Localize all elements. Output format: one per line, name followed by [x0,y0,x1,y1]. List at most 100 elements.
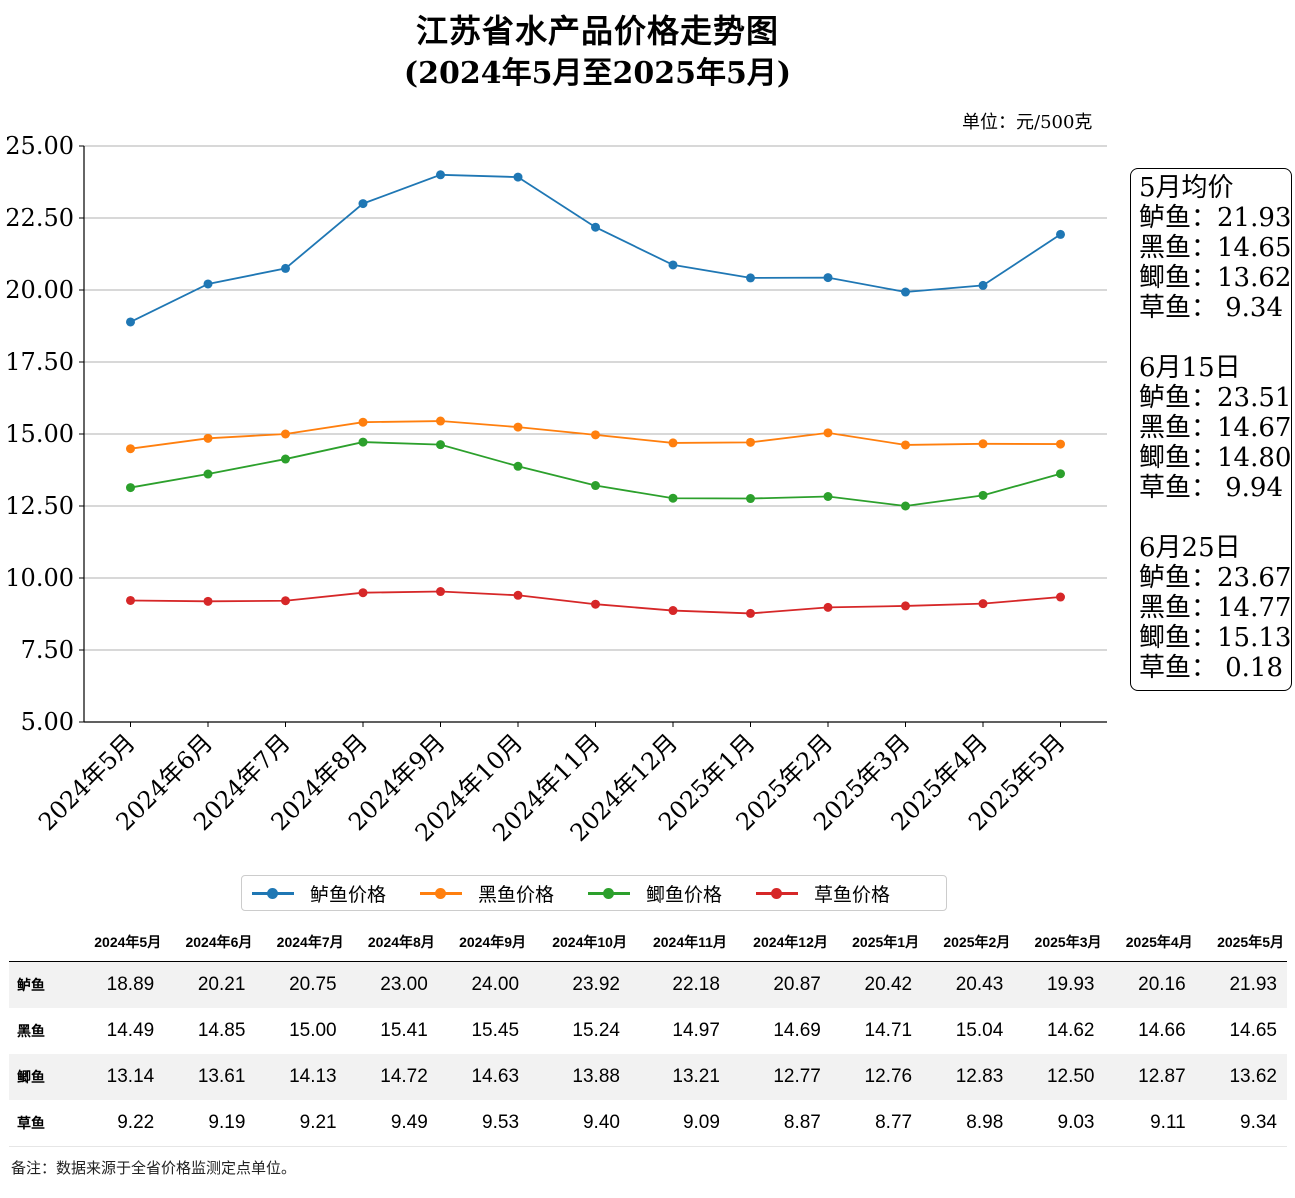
summary-price-value: 14.67 [1217,413,1292,443]
data-point [203,279,213,289]
summary-price-value: 21.93 [1217,203,1292,233]
summary-fish-label: 鲫鱼： [1139,623,1218,653]
table-cell: 20.75 [255,961,347,1008]
summary-row: 鲈鱼： 23.51 [1139,383,1291,413]
data-point [436,587,445,597]
legend-swatch [756,887,799,899]
table-cell: 9.21 [255,1100,347,1147]
table-column-header: 2024年8月 [346,923,438,962]
table-column-header: 2024年12月 [729,923,831,962]
data-point [126,444,135,454]
data-point [126,317,135,327]
data-point [203,469,213,479]
data-point [668,493,678,503]
table-column-header: 2025年5月 [1195,923,1287,962]
table-row: 鲫鱼 13.14 13.61 14.13 14.72 14.63 13.88 13.21 12.… [9,1054,1287,1100]
table-cell: 23.00 [346,961,438,1008]
data-point [978,439,988,449]
data-point [1056,469,1065,479]
table-cell: 15.45 [471,1020,520,1041]
summary-fish-label: 草鱼： [1139,653,1218,683]
table-cell: 14.72 [346,1054,438,1100]
summary-row: 黑鱼： 14.77 [1139,593,1291,623]
summary-row: 鲈鱼： 21.93 [1139,203,1291,233]
table-cell: 12.77 [729,1054,831,1100]
summary-price-value: 0.18 [1225,653,1283,683]
data-point [591,430,600,440]
summary-price-value: 9.94 [1225,473,1283,503]
table-cell: 20.21 [164,961,256,1008]
summary-row: 鲫鱼： 14.80 [1139,443,1291,473]
data-point [281,429,290,439]
data-point [281,263,290,273]
table-cell: 9.40 [529,1100,630,1147]
summary-row: 黑鱼： 14.67 [1139,413,1291,443]
data-point [591,222,600,232]
legend-label: 鲫鱼价格 [646,883,723,906]
summary-price-value: 14.65 [1217,233,1292,263]
legend-item: 鲈鱼价格 [252,880,386,907]
y-tick-label: 25.00 [5,132,74,160]
legend-item: 草鱼价格 [756,880,890,907]
table-cell: 14.66 [1138,1020,1186,1041]
data-point [513,172,523,182]
table-row: 黑鱼 14.49 14.85 15.00 15.41 15.45 15.24 14.97 14.… [9,1008,1287,1054]
table-row: 草鱼 9.22 9.19 9.21 9.49 9.53 9.40 9.09 8.87 8.77 8.… [9,1100,1287,1147]
data-point [746,273,755,283]
legend-label: 黑鱼价格 [478,883,555,906]
table-column-header: 2025年4月 [1104,923,1196,962]
data-point [668,438,678,448]
summary-row: 鲫鱼： 13.62 [1139,263,1291,293]
table-cell: 14.13 [255,1054,347,1100]
data-point [513,461,523,471]
table-row-header: 鲫鱼 [9,1054,73,1100]
data-point [1056,229,1065,239]
legend-swatch [588,887,631,899]
summary-row: 鲈鱼： 23.67 [1139,563,1291,593]
table-cell: 22.18 [629,961,730,1008]
table-cell: 15.24 [572,1020,620,1041]
data-point [668,606,678,616]
unit-label: 单位：元/500克 [962,112,1093,133]
table-cell: 9.22 [73,1100,165,1147]
y-tick-label: 17.50 [5,348,74,376]
chart-subtitle: (2024年5月至2025年5月) [403,56,792,91]
table-column-header: 2025年2月 [922,923,1014,962]
data-point [823,428,833,438]
table-cell: 9.03 [1013,1100,1105,1147]
data-point [746,494,755,504]
summary-row: 草鱼： 9.34 [1139,293,1283,323]
table-cell: 15.04 [955,1020,1004,1041]
summary-fish-label: 鲈鱼： [1139,203,1218,233]
table-cell: 14.97 [672,1020,720,1041]
summary-fish-label: 黑鱼： [1139,413,1218,443]
y-tick-label: 10.00 [5,564,74,592]
summary-heading: 6月15日 [1139,353,1241,383]
legend-label: 鲈鱼价格 [310,883,387,906]
summary-price-value: 9.34 [1225,293,1283,323]
legend-label: 草鱼价格 [814,883,891,906]
table-cell: 15.00 [289,1020,337,1041]
data-point [126,483,135,493]
table-cell: 18.89 [73,961,165,1008]
data-point [823,491,833,501]
data-point [358,437,368,447]
data-point [436,170,445,180]
table-column-header: 2024年9月 [437,923,530,962]
table-column-header: 2024年10月 [529,923,630,962]
data-point [281,596,290,606]
legend-item: 黑鱼价格 [420,880,554,907]
summary-fish-label: 鲫鱼： [1139,263,1218,293]
table-cell: 13.14 [73,1054,165,1100]
data-point [436,416,445,426]
data-point [1056,592,1065,602]
footnote: 备注：数据来源于全省价格监测定点单位。 [11,1159,297,1177]
table-column-header: 2025年1月 [830,923,923,962]
table-cell: 9.09 [629,1100,730,1147]
table-cell: 8.77 [830,1100,923,1147]
legend-swatch [420,887,463,899]
summary-heading: 5月均价 [1139,173,1234,203]
table-cell: 8.98 [922,1100,1014,1147]
table-cell: 9.19 [164,1100,256,1147]
data-point [358,417,368,427]
